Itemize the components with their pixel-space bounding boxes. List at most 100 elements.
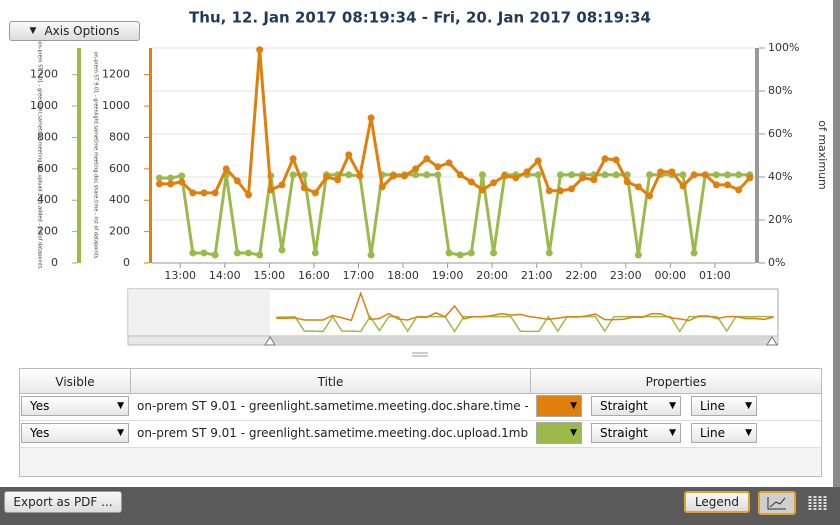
interpolation-select[interactable]: Straight [591,423,681,443]
chart-title: Thu, 12. Jan 2017 08:19:34 - Fri, 20. Ja… [189,9,651,27]
data-point [601,171,609,179]
data-point [289,171,297,179]
data-point [189,189,197,197]
data-point [534,157,542,165]
data-point [167,174,175,182]
x-tick-label: 13:00 [164,269,196,282]
visible-select[interactable]: Yes [21,396,129,416]
legend-button[interactable]: Legend [684,491,750,513]
data-point [634,251,642,259]
chart-view-button[interactable] [758,491,796,515]
y-tick-label: 1200 [30,68,58,81]
data-point [378,183,386,191]
y-tick-label: 200 [37,225,58,238]
data-point [467,249,475,257]
x-tick-label: 20:00 [476,269,508,282]
data-point [200,249,208,257]
data-point [233,249,241,257]
x-tick-label: 14:00 [209,269,241,282]
data-point [334,176,342,184]
y-tick-label: 800 [37,130,58,143]
export-button[interactable]: Export as PDF ... [4,491,122,513]
y2-tick-label: 40% [768,170,792,183]
splitter[interactable] [412,352,428,357]
y-tick-label: 1000 [30,99,58,112]
table-header [20,369,821,394]
data-point [646,192,654,200]
data-point [456,251,464,259]
data-point [423,171,431,179]
data-point [690,249,698,257]
x-tick-label: 21:00 [521,269,553,282]
row[interactable] [20,421,821,448]
style-select[interactable]: Line [691,396,757,416]
data-point [612,156,620,164]
data-point [245,249,253,257]
navigator-line [276,315,774,333]
data-point [735,186,743,194]
data-point [646,171,654,179]
y2-tick-label: 60% [768,127,792,140]
data-point [568,171,576,179]
data-point [434,163,442,171]
data-point [400,172,408,180]
data-point [222,165,230,173]
data-point [267,186,275,194]
data-point [668,168,676,176]
y-tick-label: 0 [123,256,130,269]
y-tick-label: 600 [109,162,130,175]
icon [808,496,827,510]
data-point [501,172,509,180]
series-title: on-prem ST 9.01 - greenlight.sametime.me… [137,426,528,440]
visible-select[interactable]: Yes [21,423,129,443]
x-tick-label: 22:00 [565,269,597,282]
data-point [657,168,665,176]
data-point [724,181,732,189]
data-point [478,186,486,194]
y-tick-label: 600 [37,162,58,175]
navigator-handles[interactable] [264,336,778,346]
data-point [278,181,286,189]
axis-options-button[interactable]: ▼ Axis Options [9,21,140,41]
frame [833,0,840,487]
x-tick-label: 17:00 [343,269,375,282]
data-point [256,251,264,259]
data-point [634,183,642,191]
row[interactable] [20,394,821,421]
table-view-button[interactable] [804,493,834,513]
style-select[interactable]: Line [691,423,757,443]
interpolation-select[interactable]: Straight [591,396,681,416]
data-point [300,184,308,192]
series-title: on-prem ST 9.01 - greenlight.sametime.me… [137,399,528,413]
data-point [445,249,453,257]
y-tick-label: 0 [51,256,58,269]
data-point [568,185,576,193]
data-point [233,177,241,185]
y2-tick-label: 80% [768,84,792,97]
x-tick-label: 15:00 [253,269,285,282]
data-point [556,171,564,179]
chart: Thu, 12. Jan 2017 08:19:34 - Fri, 20. Ja… [30,9,829,357]
series-table: Visible Title Properties [19,368,822,477]
data-point [590,176,598,184]
color-picker[interactable] [536,395,582,417]
data-point [389,172,397,180]
data-point [735,171,743,179]
data-point [701,171,709,179]
color-picker[interactable] [536,422,582,444]
data-point [311,189,319,197]
data-point [612,171,620,179]
data-point [623,178,631,186]
axis-title: on-prem ST 9.01 - greenlight.sametime.me… [37,41,43,269]
y-tick-label: 1200 [102,68,130,81]
column-header: Title [317,375,344,389]
data-point [178,172,186,180]
scrollbar-thumb[interactable] [270,337,772,344]
data-point [178,178,186,186]
x-tick-label: 01:00 [699,269,731,282]
data-point [356,172,364,180]
data-point [490,249,498,257]
data-point [456,171,464,179]
y-tick-label: 800 [109,130,130,143]
